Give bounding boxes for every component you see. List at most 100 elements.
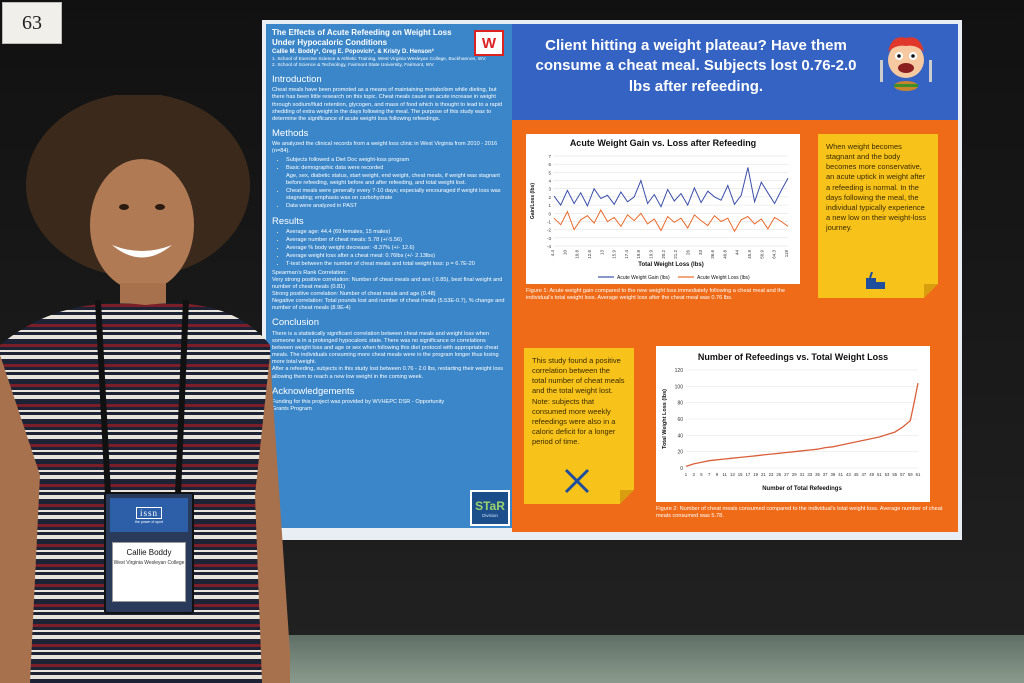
chart2-xtick: 33	[807, 472, 812, 477]
chart2-xtick: 45	[854, 472, 859, 477]
results-list: Average age: 44.4 (69 females, 15 males)…	[286, 229, 506, 269]
results-panel: Acute Weight Gain vs. Loss after Refeedi…	[512, 120, 958, 532]
note-stagnant-weight: When weight becomes stagnant and the bod…	[818, 134, 938, 298]
chart1-ytick: -4	[547, 244, 551, 249]
chart-refeedings-vs-weight-loss: Number of Refeedings vs. Total Weight Lo…	[656, 346, 930, 502]
chart1-ytick: 5	[548, 170, 551, 175]
chart1-ytick: 1	[548, 203, 551, 208]
chart2-xtick: 55	[892, 472, 897, 477]
results-item: Average weight loss after a cheat meal: …	[286, 253, 506, 260]
chart1-xtick: 10.8	[575, 250, 580, 259]
spearman-line: Strong positive correlation: Number of c…	[272, 291, 436, 298]
chart1-title: Acute Weight Gain vs. Loss after Refeedi…	[569, 138, 757, 148]
booth-number-tag: 63	[2, 2, 62, 44]
chart1-ytick: 6	[548, 162, 551, 167]
chart1-ytick: 7	[548, 154, 551, 159]
research-poster: The Effects of Acute Refeeding on Weight…	[266, 24, 958, 536]
chart1-ytick: -2	[547, 228, 551, 233]
chart2-title: Number of Refeedings vs. Total Weight Lo…	[697, 352, 889, 362]
chart1-xtick: 19.9	[649, 250, 654, 259]
chart1-xtick: 36.6	[710, 250, 715, 259]
chart2-xtick: 17	[745, 472, 750, 477]
chart2-xtick: 9	[716, 472, 719, 477]
badge-name: Callie Boddy	[126, 548, 172, 557]
chart2-xtick: 49	[869, 472, 874, 477]
note2-text: This study found a positive correlation …	[532, 356, 625, 446]
chart2-xtick: 7	[708, 472, 711, 477]
chart1-series-line	[553, 167, 789, 208]
spearman-heading: Spearman's Rank Correlation:	[272, 269, 347, 276]
star-logo-subtitle: Division	[482, 512, 498, 518]
results-item: T-test between the number of cheat meals…	[286, 261, 506, 268]
fork-knife-icon	[564, 468, 590, 494]
poster-headline: Client hitting a weight plateau? Have th…	[535, 37, 857, 95]
note-fold	[620, 490, 634, 504]
chart1-legend-label: Acute Weight Gain (lbs)	[617, 275, 670, 281]
chart-weight-gain-vs-loss: Acute Weight Gain vs. Loss after Refeedi…	[526, 134, 800, 284]
chart1-xtick: 64.3	[772, 250, 777, 259]
chart2-xtick: 3	[693, 472, 696, 477]
conclusion-text: There is a statistically significant cor…	[272, 330, 499, 366]
chart2-ylabel: Total Weight Loss (lbs)	[662, 389, 668, 449]
chart1-xtick: 44	[735, 250, 740, 256]
chart2-xtick: 23	[769, 472, 774, 477]
star-logo-title: STaR	[475, 498, 505, 513]
figure1-caption: Figure 1: Acute weight gain compared to …	[526, 288, 786, 302]
chart1-xtick: 33	[698, 250, 703, 256]
methods-item: Age, sex, diabetic status, start weight,…	[286, 172, 500, 186]
methods-list: Subjects followed a Diet Doc weight-loss…	[286, 157, 506, 211]
chart2-xtick: 1	[685, 472, 688, 477]
chart1-xtick: 21.2	[673, 250, 678, 259]
results-item: Average number of cheat meals: 5.78 (+/-…	[286, 237, 506, 244]
chart1-ytick: -1	[547, 219, 551, 224]
chart1-xtick: 40.8	[722, 250, 727, 259]
chef-cartoon-icon	[880, 37, 932, 91]
chart1-legend-label: Acute Weight Loss (lbs)	[697, 275, 750, 281]
methods-item: Subjects followed a Diet Doc weight-loss…	[286, 157, 506, 164]
results-item: Average age: 44.4 (69 females, 15 males)	[286, 229, 506, 236]
chart2-xtick: 29	[792, 472, 797, 477]
chart2-xtick: 21	[761, 472, 766, 477]
badge-logo: issn the power of sport	[110, 498, 188, 532]
note1-text: When weight becomes stagnant and the bod…	[826, 142, 927, 232]
introduction-text: Cheat meals have been promoted as a mean…	[272, 87, 503, 122]
acknowledgements-text: Funding for this project was provided by…	[272, 398, 445, 413]
badge-school: West Virginia Wesleyan College	[113, 560, 185, 566]
chart2-series-line	[685, 382, 919, 468]
fast-food-icon	[866, 272, 885, 289]
methods-item: Cheat meals were generally every 7-10 da…	[286, 188, 506, 202]
chart2-xtick: 25	[776, 472, 781, 477]
chart2-xtick: 39	[831, 472, 836, 477]
methods-intro: We analyzed the clinical records from a …	[272, 141, 498, 155]
lanyard	[95, 299, 111, 496]
chart2-xtick: 47	[861, 472, 866, 477]
chart2-xtick: 61	[916, 472, 921, 477]
chart2-xtick: 57	[900, 472, 905, 477]
chart2-xtick: 27	[784, 472, 789, 477]
chart1-xtick: 118	[784, 250, 789, 258]
poster-affiliation-2: 2. School of Science & Technology, Fairm…	[272, 62, 435, 68]
issn-logo-subtitle: the power of sport	[134, 519, 163, 524]
chart1-xtick: 12.6	[587, 250, 592, 259]
note-correlation: This study found a positive correlation …	[524, 348, 634, 504]
chart1-ytick: 4	[548, 179, 551, 184]
poster-title: The Effects of Acute Refeeding on Weight…	[272, 28, 452, 47]
chart2-ytick: 40	[677, 433, 683, 439]
chart2-xtick: 11	[722, 472, 727, 477]
poster-text-column: The Effects of Acute Refeeding on Weight…	[266, 24, 512, 528]
chart1-xtick: 13	[599, 250, 604, 256]
chart2-xtick: 5	[700, 472, 703, 477]
conclusion-heading: Conclusion	[272, 317, 319, 329]
spearman-line: Very strong positive correlation: Number…	[272, 276, 503, 290]
methods-item: Basic demographic data were recorded	[286, 165, 506, 172]
chart2-ytick: 80	[677, 401, 683, 407]
chart1-plot: -4 -3 -2 -1 0 1 2 3 4 5 6 7 4.4 10 10.8 12.6 13 15.9 17.4 1…	[530, 154, 789, 281]
chart1-ytick: 0	[548, 211, 551, 216]
chart2-xtick: 51	[877, 472, 882, 477]
chart1-ytick: -3	[547, 236, 551, 241]
results-item: Average % body weight decrease: -8.37% (…	[286, 245, 506, 252]
chart2-ytick: 0	[680, 466, 683, 472]
chart1-xlabel: Total Weight Loss (lbs)	[638, 262, 703, 268]
chart2-xtick: 53	[885, 472, 890, 477]
chart2-xtick: 19	[753, 472, 758, 477]
